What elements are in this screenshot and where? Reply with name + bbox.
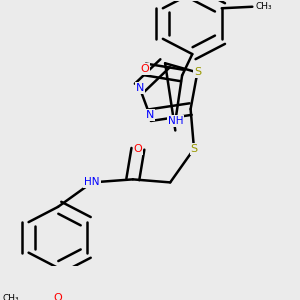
- Text: O: O: [140, 64, 149, 74]
- Text: N: N: [146, 110, 154, 120]
- Text: HN: HN: [84, 177, 100, 188]
- Text: S: S: [190, 144, 198, 154]
- Text: CH₃: CH₃: [256, 2, 272, 11]
- Text: S: S: [194, 68, 201, 77]
- Text: O: O: [54, 293, 62, 300]
- Text: N: N: [135, 83, 144, 93]
- Text: O: O: [134, 144, 142, 154]
- Text: CH₃: CH₃: [2, 294, 19, 300]
- Text: NH: NH: [168, 116, 183, 126]
